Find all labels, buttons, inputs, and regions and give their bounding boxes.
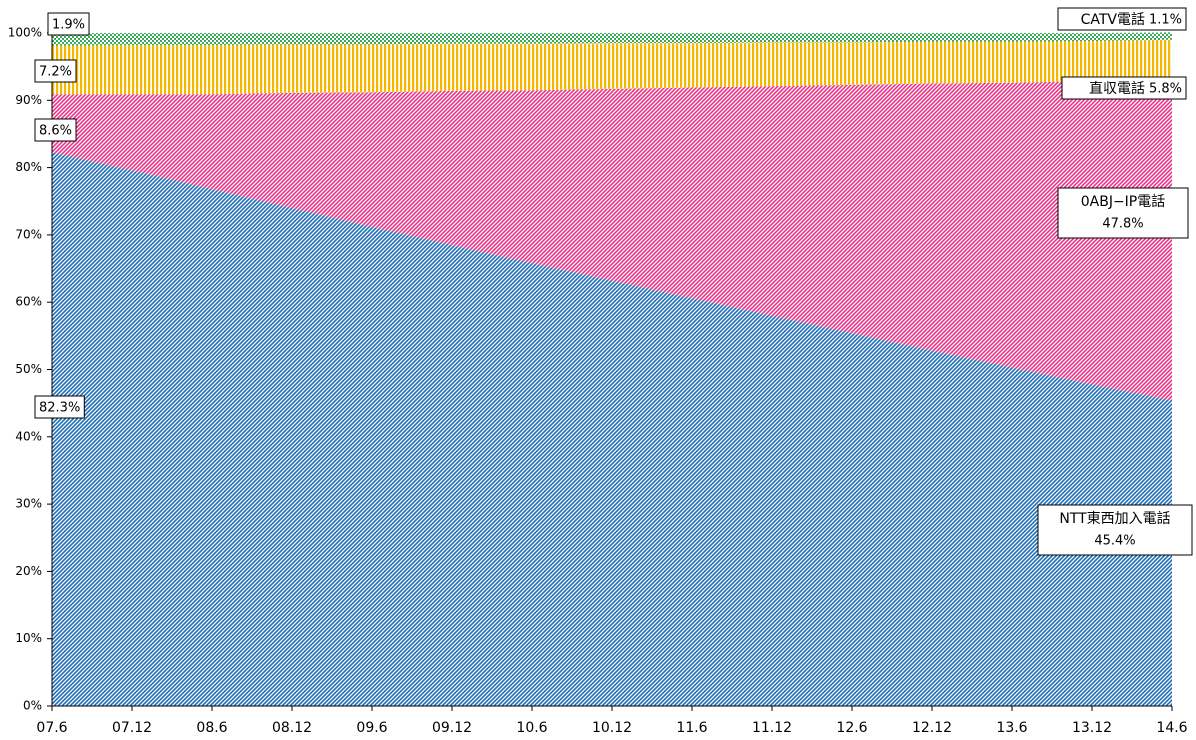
series-name: 0ABJ−IP電話: [1081, 193, 1166, 210]
x-tick-label: 11.6: [676, 720, 707, 736]
value-label: 5.8%: [1149, 82, 1182, 97]
series-name: 直収電話: [1089, 80, 1145, 97]
x-tick-label: 10.6: [516, 720, 547, 736]
x-tick-label: 13.6: [996, 720, 1027, 736]
y-tick-label: 90%: [15, 93, 42, 107]
start-label: 82.3%: [34, 395, 85, 419]
value-label: 1.9%: [52, 18, 85, 33]
x-tick-label: 08.12: [272, 720, 312, 736]
series-name: NTT東西加入電話: [1059, 510, 1170, 527]
value-label: 47.8%: [1102, 217, 1143, 232]
label-box: [34, 395, 85, 419]
end-label: 1.1% CATV電話: [1057, 7, 1187, 31]
start-label: 7.2%: [34, 59, 77, 83]
x-tick-label: 13.12: [1072, 720, 1112, 736]
start-label: 8.6%: [34, 118, 77, 142]
x-tick-label: 08.6: [196, 720, 227, 736]
y-tick-label: 60%: [15, 295, 42, 309]
label-box: [1057, 187, 1189, 239]
x-tick-label: 12.12: [912, 720, 952, 736]
end-label: 5.8% 直収電話: [1061, 76, 1187, 100]
x-tick-label: 12.6: [836, 720, 867, 736]
area: [52, 32, 1172, 46]
label-box: [1061, 76, 1187, 100]
y-tick-label: 50%: [15, 362, 42, 376]
x-tick-label: 09.6: [356, 720, 387, 736]
label-box: [1037, 504, 1193, 556]
y-tick-label: 100%: [8, 26, 42, 40]
y-tick-label: 70%: [15, 227, 42, 241]
label-box: [34, 118, 77, 142]
value-label: 1.1%: [1149, 13, 1182, 28]
x-tick-label: 11.12: [752, 720, 792, 736]
y-tick-label: 30%: [15, 497, 42, 511]
y-tick-label: 40%: [15, 429, 42, 443]
x-tick-label: 09.12: [432, 720, 472, 736]
label-box: [34, 59, 77, 83]
area: [52, 78, 1172, 401]
x-tick-label: 10.12: [592, 720, 632, 736]
y-tick-label: 20%: [15, 564, 42, 578]
x-tick-label: 14.6: [1156, 720, 1187, 736]
y-tick-label: 80%: [15, 160, 42, 174]
series-name: CATV電話: [1081, 11, 1145, 28]
end-label: NTT東西加入電話 45.4%: [1037, 504, 1193, 556]
y-tick-label: 10%: [15, 631, 42, 645]
area: [52, 152, 1172, 707]
x-tick-label: 07.6: [36, 720, 67, 736]
value-label: 7.2%: [39, 65, 72, 80]
value-label: 82.3%: [39, 401, 80, 416]
start-label: 1.9%: [47, 12, 90, 36]
y-tick-label: 0%: [23, 699, 42, 713]
value-label: 8.6%: [39, 124, 72, 139]
end-label: 0ABJ−IP電話 47.8%: [1057, 187, 1189, 239]
value-label: 45.4%: [1094, 534, 1135, 549]
x-tick-label: 07.12: [112, 720, 152, 736]
label-box: [1057, 7, 1187, 31]
label-box: [47, 12, 90, 36]
area: [52, 39, 1172, 95]
